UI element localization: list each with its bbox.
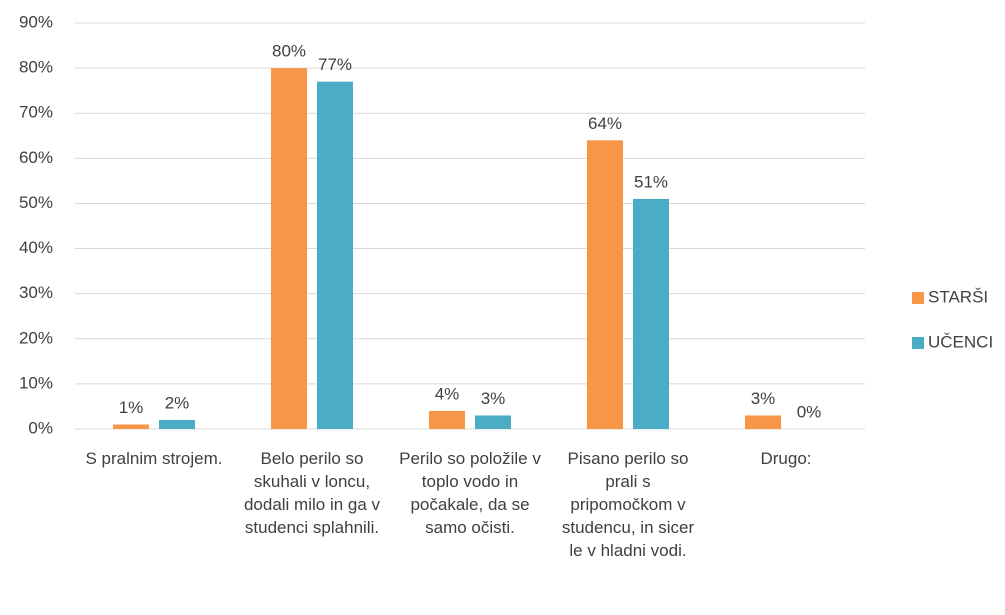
y-tick-label: 40%	[19, 238, 53, 257]
x-tick-label: S pralnim strojem.	[85, 449, 223, 468]
bar	[633, 198, 669, 429]
data-label: 3%	[481, 389, 506, 408]
y-tick-label: 70%	[19, 103, 53, 122]
data-label: 51%	[634, 172, 668, 191]
y-tick-label: 20%	[19, 328, 53, 347]
bar	[429, 410, 465, 429]
y-tick-label: 50%	[19, 193, 53, 212]
data-label: 64%	[588, 114, 622, 133]
bar	[113, 424, 149, 429]
bar	[745, 415, 781, 429]
y-tick-label: 0%	[28, 418, 53, 437]
legend-swatch	[912, 292, 924, 304]
x-tick-label: Pisano perilo so prali s pripomočkom v s…	[561, 449, 695, 560]
bar	[271, 68, 307, 429]
y-tick-label: 90%	[19, 12, 53, 31]
legend-label: UČENCI	[928, 332, 993, 351]
data-label: 3%	[751, 389, 776, 408]
legend-swatch	[912, 337, 924, 349]
data-label: 1%	[119, 398, 144, 417]
data-label: 80%	[272, 42, 306, 61]
legend-label: STARŠI	[928, 287, 988, 306]
data-label: 2%	[165, 393, 190, 412]
x-tick-label: Belo perilo so skuhali v loncu, dodali m…	[243, 449, 381, 537]
y-tick-label: 10%	[19, 373, 53, 392]
bar	[159, 419, 195, 429]
x-tick-label: Drugo:	[760, 449, 812, 468]
data-label: 4%	[435, 384, 460, 403]
x-tick-label: Perilo so položile v toplo vodo in počak…	[399, 449, 541, 537]
bar	[475, 415, 511, 429]
bar	[587, 140, 623, 430]
y-tick-label: 80%	[19, 58, 53, 77]
data-label: 0%	[797, 402, 822, 421]
y-tick-label: 30%	[19, 283, 53, 302]
bar	[317, 81, 353, 430]
y-tick-label: 60%	[19, 148, 53, 167]
data-label: 77%	[318, 55, 352, 74]
